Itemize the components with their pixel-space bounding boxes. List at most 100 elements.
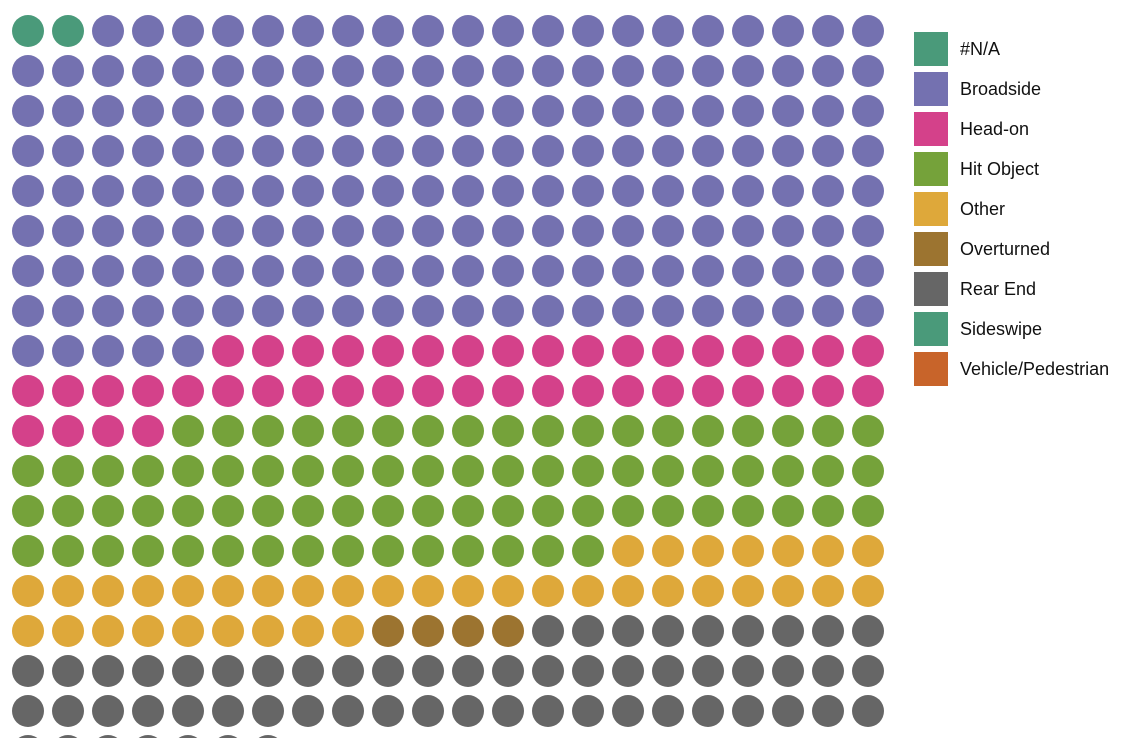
waffle-dot: [692, 295, 724, 327]
waffle-dot: [772, 455, 804, 487]
waffle-dot: [92, 415, 124, 447]
waffle-dot: [612, 495, 644, 527]
waffle-dot: [732, 95, 764, 127]
waffle-dot: [612, 175, 644, 207]
waffle-dot: [732, 335, 764, 367]
waffle-dot: [292, 655, 324, 687]
waffle-dot: [52, 455, 84, 487]
waffle-dot: [252, 415, 284, 447]
waffle-dot: [532, 495, 564, 527]
waffle-dot: [372, 15, 404, 47]
waffle-dot: [652, 655, 684, 687]
waffle-dot: [772, 495, 804, 527]
waffle-dot: [92, 495, 124, 527]
waffle-dot: [452, 375, 484, 407]
waffle-dot: [452, 135, 484, 167]
waffle-dot: [452, 175, 484, 207]
waffle-dot: [372, 335, 404, 367]
waffle-dot: [572, 655, 604, 687]
waffle-dot: [172, 655, 204, 687]
waffle-dot: [212, 495, 244, 527]
waffle-dot: [852, 655, 884, 687]
waffle-dot: [572, 615, 604, 647]
waffle-dot: [12, 295, 44, 327]
waffle-dot: [852, 615, 884, 647]
waffle-dot: [332, 55, 364, 87]
waffle-dot: [732, 15, 764, 47]
legend-swatch: [914, 72, 948, 106]
waffle-dot: [532, 135, 564, 167]
waffle-dot: [52, 575, 84, 607]
waffle-dot: [452, 55, 484, 87]
waffle-dot: [218, 735, 238, 738]
waffle-dot: [412, 95, 444, 127]
waffle-dot: [772, 135, 804, 167]
legend-label: Head-on: [960, 119, 1030, 139]
waffle-dot: [12, 535, 44, 567]
waffle-dot: [412, 575, 444, 607]
waffle-dot: [732, 455, 764, 487]
waffle-dot: [452, 695, 484, 727]
waffle-chart: [12, 15, 884, 738]
waffle-dot: [812, 495, 844, 527]
waffle-dot: [332, 255, 364, 287]
waffle-dot: [612, 95, 644, 127]
waffle-dot: [52, 175, 84, 207]
legend-label: Hit Object: [960, 159, 1040, 179]
waffle-dot: [492, 215, 524, 247]
waffle-dot: [492, 95, 524, 127]
waffle-dot: [132, 695, 164, 727]
waffle-dot: [172, 615, 204, 647]
waffle-dot: [292, 135, 324, 167]
waffle-dot: [692, 95, 724, 127]
waffle-dot: [52, 415, 84, 447]
waffle-dot: [92, 135, 124, 167]
waffle-dot: [652, 495, 684, 527]
waffle-dot: [652, 95, 684, 127]
waffle-dot: [412, 215, 444, 247]
waffle-dot: [532, 15, 564, 47]
waffle-dot: [772, 15, 804, 47]
waffle-dot: [332, 135, 364, 167]
waffle-dot: [692, 15, 724, 47]
waffle-dot: [652, 695, 684, 727]
waffle-dot: [652, 295, 684, 327]
waffle-dot: [612, 455, 644, 487]
waffle-dot: [372, 615, 404, 647]
waffle-dot: [252, 335, 284, 367]
waffle-dot: [132, 495, 164, 527]
waffle-dot: [132, 655, 164, 687]
waffle-dot: [12, 615, 44, 647]
waffle-dot: [172, 295, 204, 327]
waffle-dot: [532, 55, 564, 87]
waffle-dot: [252, 575, 284, 607]
waffle-dot: [138, 735, 158, 738]
waffle-dot: [852, 255, 884, 287]
waffle-dot: [452, 95, 484, 127]
waffle-dot: [12, 55, 44, 87]
waffle-dot: [292, 695, 324, 727]
waffle-dot: [692, 215, 724, 247]
waffle-dot: [812, 655, 844, 687]
waffle-dot: [92, 375, 124, 407]
waffle-dot: [492, 335, 524, 367]
waffle-dot: [212, 295, 244, 327]
waffle-dot: [172, 215, 204, 247]
legend-swatch: [914, 152, 948, 186]
waffle-dot: [92, 695, 124, 727]
waffle-dot: [572, 255, 604, 287]
waffle-dot: [412, 295, 444, 327]
waffle-dot: [492, 655, 524, 687]
waffle-dot: [532, 655, 564, 687]
waffle-dot: [52, 135, 84, 167]
waffle-dot: [52, 375, 84, 407]
waffle-dot: [612, 615, 644, 647]
waffle-dot: [412, 695, 444, 727]
waffle-dot: [652, 175, 684, 207]
legend-label: Broadside: [960, 79, 1042, 99]
waffle-dot: [772, 415, 804, 447]
waffle-dot: [492, 375, 524, 407]
waffle-dot: [452, 535, 484, 567]
waffle-dot: [492, 175, 524, 207]
waffle-dot: [732, 655, 764, 687]
